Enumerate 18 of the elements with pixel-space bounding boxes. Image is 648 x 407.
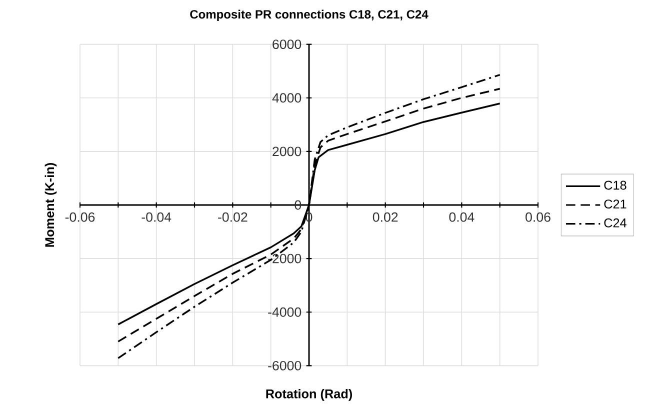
- y-axis-title: Moment (K-in): [44, 163, 57, 247]
- x-tick-label: 0.02: [372, 212, 398, 222]
- y-tick-label: -4000: [268, 307, 302, 317]
- x-tick-label: -0.02: [218, 212, 248, 222]
- y-tick-label: 4000: [272, 93, 302, 103]
- legend-label: C18: [604, 180, 626, 190]
- y-tick-label: -2000: [268, 254, 302, 264]
- x-axis-title: Rotation (Rad): [266, 389, 352, 401]
- y-tick-label: -6000: [268, 360, 302, 370]
- chart-title: Composite PR connections C18, C21, C24: [190, 10, 428, 21]
- legend-label: C24: [604, 218, 626, 228]
- legend-label: C21: [604, 200, 626, 209]
- x-tick-label: -0.04: [142, 212, 172, 222]
- x-tick-label: -0.06: [65, 212, 95, 222]
- x-tick-label: 0.06: [526, 212, 550, 222]
- y-tick-label: 2000: [272, 146, 302, 156]
- y-tick-label: 6000: [272, 40, 302, 50]
- x-tick-label: 0.04: [449, 212, 474, 222]
